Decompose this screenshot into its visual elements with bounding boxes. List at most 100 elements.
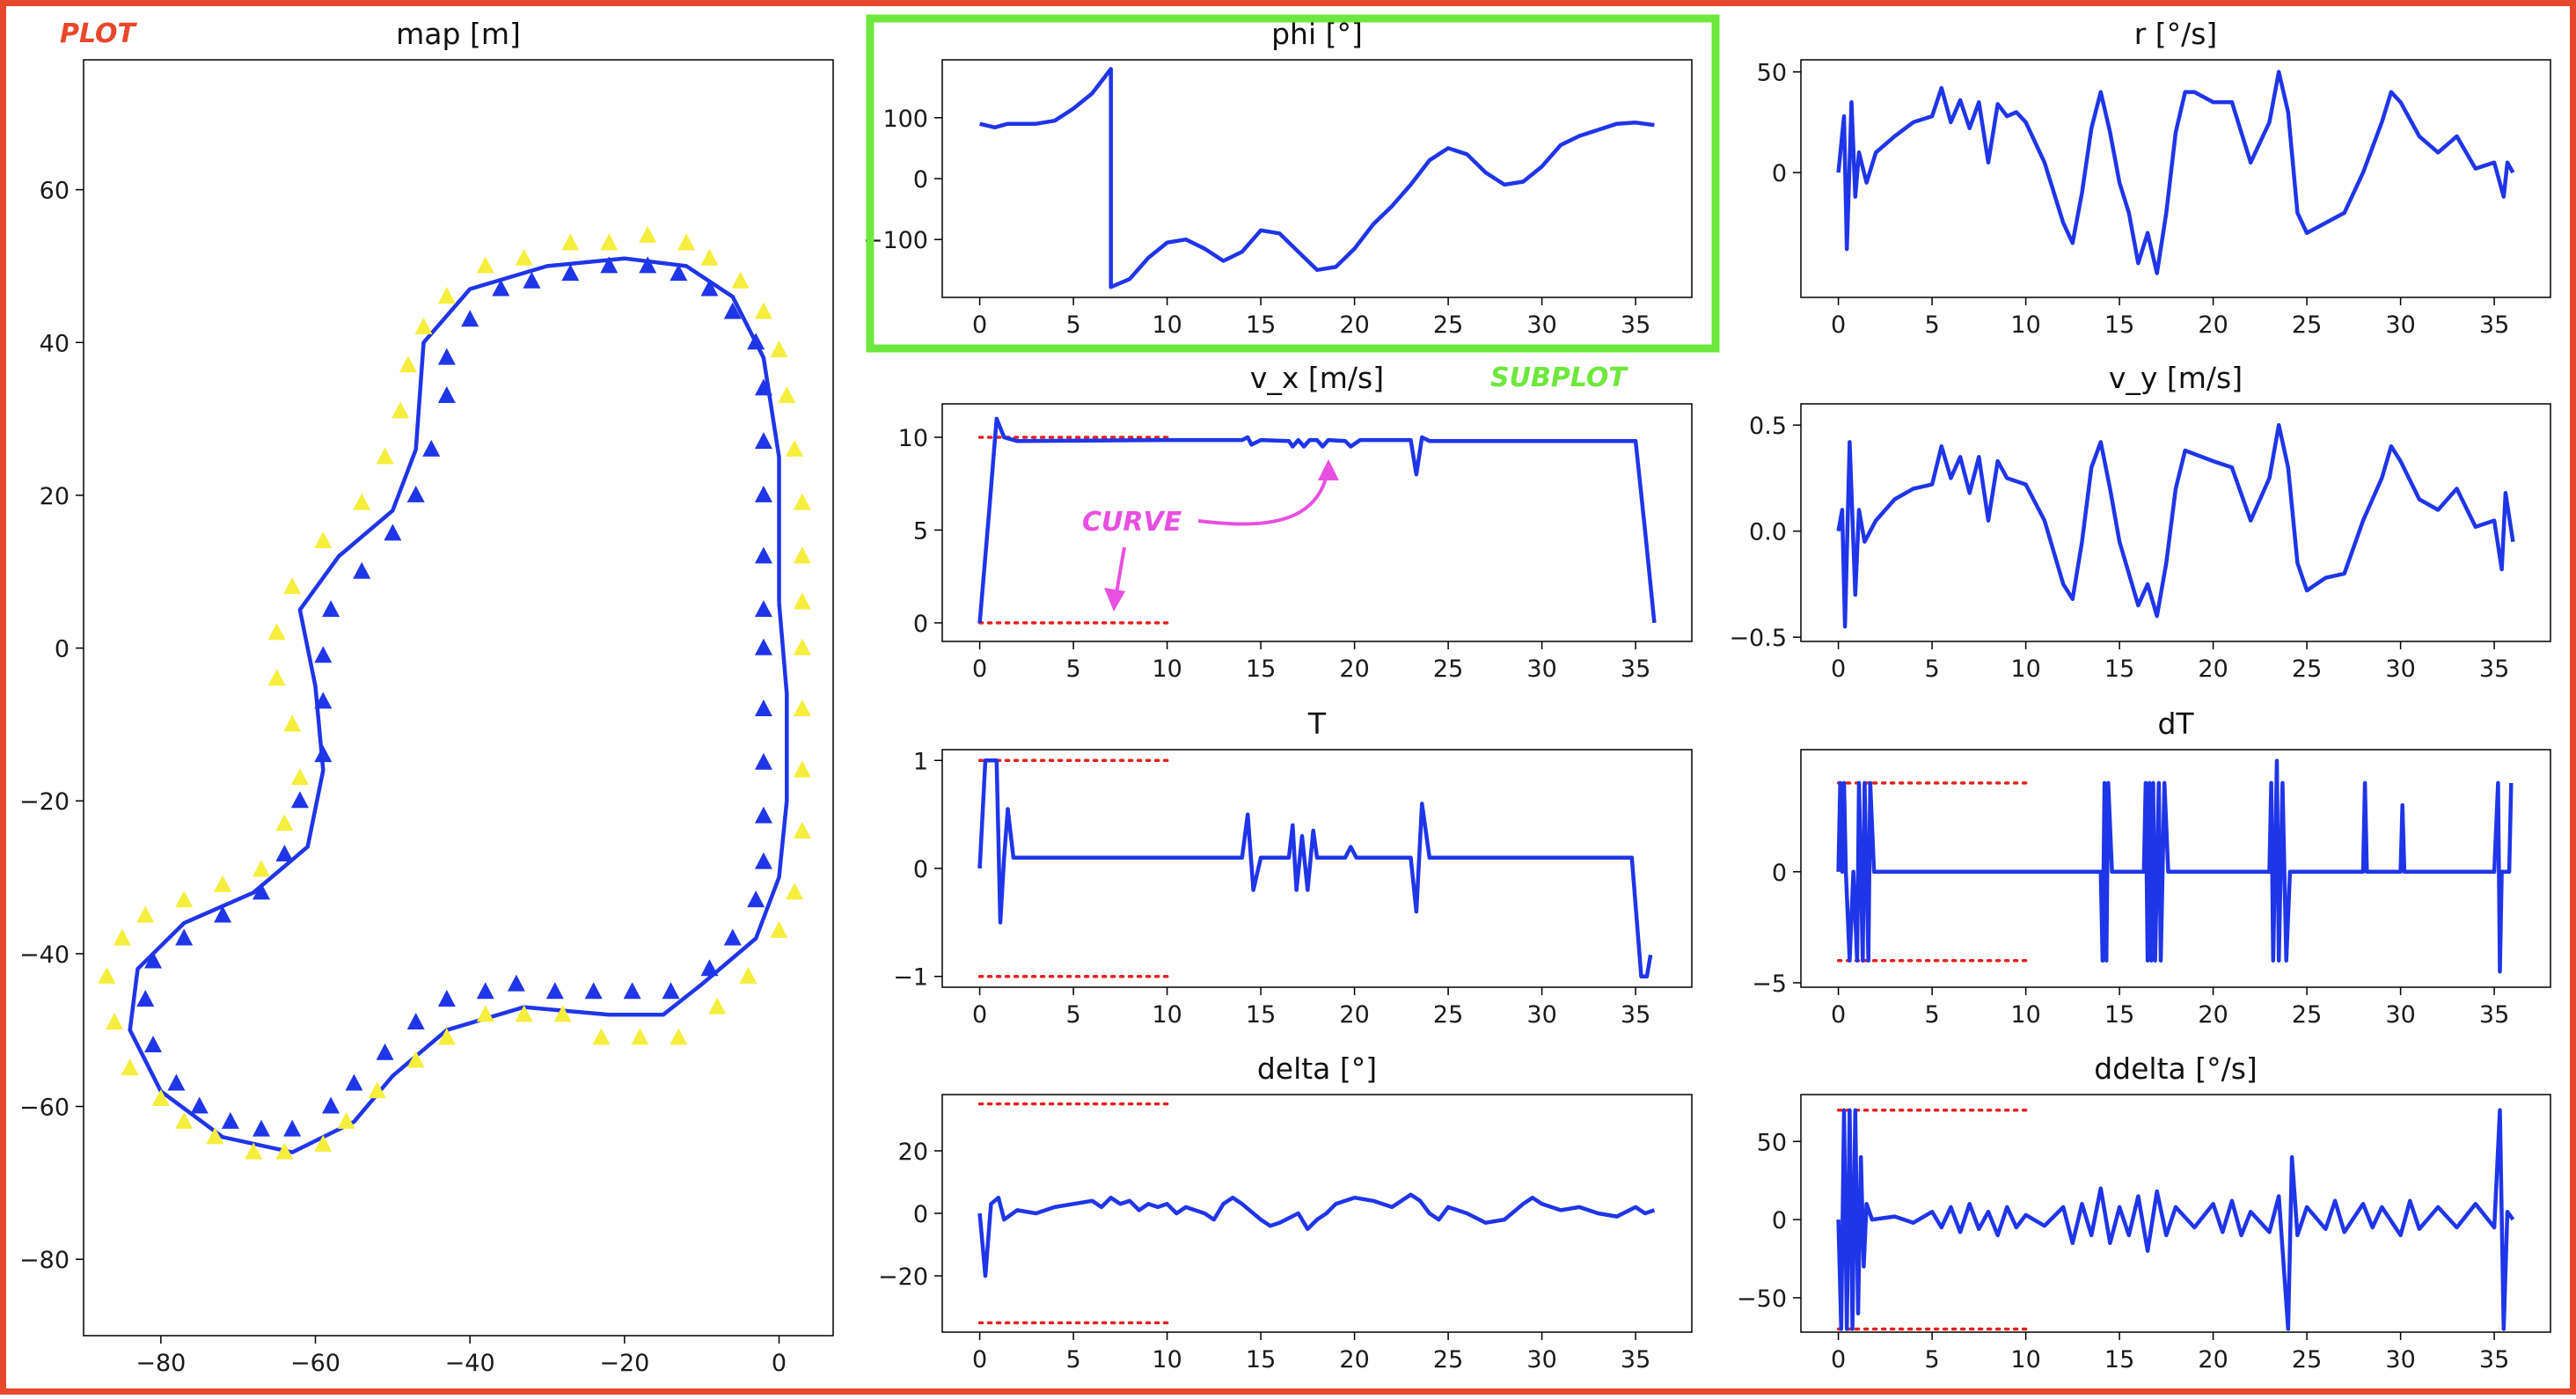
x-tick-label: 0 bbox=[972, 311, 987, 339]
blue-cone-marker bbox=[700, 959, 719, 977]
yellow-cone-marker bbox=[515, 1005, 533, 1022]
yellow-cone-marker bbox=[353, 493, 371, 510]
x-tick-label: 25 bbox=[2292, 311, 2322, 339]
x-tick-label: 30 bbox=[2385, 311, 2415, 339]
y-tick-label: −1 bbox=[893, 964, 928, 992]
blue-cone-marker bbox=[314, 692, 333, 709]
x-tick-label: 20 bbox=[1339, 311, 1369, 339]
yellow-cone-marker bbox=[121, 1058, 139, 1076]
axes-frame bbox=[941, 749, 1693, 988]
yellow-cone-marker bbox=[113, 928, 131, 946]
yellow-cone-marker bbox=[639, 225, 657, 243]
x-tick-label: 20 bbox=[2198, 311, 2228, 339]
x-tick-label: 0 bbox=[972, 1001, 987, 1029]
yellow-cone-marker bbox=[106, 1013, 124, 1030]
blue-cone-marker bbox=[136, 989, 155, 1007]
blue-cone-marker bbox=[376, 1043, 394, 1060]
trajectory-line bbox=[128, 256, 789, 1154]
blue-cone-marker bbox=[523, 271, 541, 289]
yellow-cone-marker bbox=[414, 317, 433, 334]
blue-cone-marker bbox=[639, 256, 657, 274]
x-tick-label: 30 bbox=[1526, 311, 1556, 339]
y-tick-label: 0 bbox=[913, 166, 928, 194]
blue-cone-marker bbox=[345, 1073, 363, 1091]
yellow-cone-marker bbox=[399, 355, 417, 373]
series-line bbox=[1836, 1108, 2515, 1331]
y-tick-label: 0 bbox=[55, 636, 70, 663]
blue-cone-marker bbox=[422, 439, 441, 457]
x-tick-label: 15 bbox=[1246, 656, 1276, 683]
curve-arrowhead-down bbox=[1104, 588, 1125, 612]
y-tick-label: 1 bbox=[913, 748, 928, 775]
plot-title: map [m] bbox=[396, 17, 521, 51]
x-tick-label: 15 bbox=[1246, 311, 1276, 339]
plot-title: v_y [m/s] bbox=[2109, 361, 2243, 395]
series-line bbox=[1836, 758, 2514, 974]
x-tick-label: 35 bbox=[2479, 1001, 2509, 1029]
x-tick-label: 20 bbox=[2198, 1001, 2228, 1029]
series-line bbox=[979, 67, 1655, 289]
subplot-annotation: SUBPLOT bbox=[1490, 363, 1628, 393]
yellow-cone-marker bbox=[275, 814, 294, 831]
yellow-cone-marker bbox=[175, 1111, 194, 1129]
yellow-cone-marker bbox=[708, 997, 727, 1014]
x-tick-label: 30 bbox=[1526, 1001, 1556, 1029]
blue-cone-marker bbox=[754, 546, 772, 564]
x-tick-label: 25 bbox=[2292, 656, 2322, 683]
yellow-cone-marker bbox=[793, 760, 811, 778]
yellow-cone-marker bbox=[770, 340, 788, 357]
x-tick-label: 30 bbox=[1526, 1346, 1556, 1373]
x-tick-label: 5 bbox=[1066, 1001, 1081, 1029]
x-tick-label: 15 bbox=[1246, 1001, 1276, 1029]
yellow-cone-marker bbox=[670, 1028, 688, 1045]
yellow-cone-marker bbox=[793, 546, 811, 564]
yellow-cone-marker bbox=[267, 669, 286, 686]
x-tick-label: 10 bbox=[2010, 656, 2040, 683]
x-tick-label: 0 bbox=[772, 1350, 787, 1377]
blue-cone-marker bbox=[747, 890, 765, 908]
subplot-highlight-box bbox=[866, 14, 1720, 353]
blue-cone-marker bbox=[406, 485, 425, 502]
y-tick-label: 20 bbox=[40, 483, 70, 510]
curve-arrow-right bbox=[1197, 465, 1330, 526]
yellow-cone-marker bbox=[515, 248, 533, 266]
axes-frame bbox=[941, 1094, 1693, 1333]
x-tick-label: 10 bbox=[1152, 1001, 1182, 1029]
x-tick-label: 35 bbox=[2479, 1346, 2509, 1373]
axes-frame bbox=[83, 59, 834, 1337]
blue-cone-marker bbox=[406, 1013, 425, 1030]
yellow-cone-marker bbox=[476, 256, 494, 274]
blue-cone-marker bbox=[492, 279, 510, 297]
yellow-cone-marker bbox=[793, 493, 811, 510]
yellow-cone-marker bbox=[770, 920, 788, 938]
plot-title: ddelta [°/s] bbox=[2094, 1051, 2258, 1086]
blue-cone-marker bbox=[754, 485, 772, 502]
x-tick-label: 0 bbox=[1831, 1001, 1846, 1029]
y-tick-label: 20 bbox=[898, 1139, 928, 1166]
x-tick-label: 0 bbox=[1831, 656, 1846, 683]
blue-cone-marker bbox=[214, 905, 232, 923]
subplot-ddelta: ddelta [°/s] 0 5 10 15 20 25 30 35 50 0 −50 bbox=[1737, 1051, 2551, 1373]
x-tick-label: 15 bbox=[1246, 1346, 1276, 1373]
blue-cone-marker bbox=[747, 333, 765, 350]
x-tick-label: 30 bbox=[1526, 656, 1556, 683]
axes-frame bbox=[941, 403, 1693, 642]
x-tick-label: 0 bbox=[972, 1346, 987, 1373]
blue-cone-marker bbox=[314, 745, 333, 763]
yellow-cone-marker bbox=[245, 1142, 263, 1160]
yellow-cone-marker bbox=[214, 875, 232, 892]
y-tick-label: 0.0 bbox=[1749, 519, 1787, 546]
axes-frame bbox=[1800, 1094, 2551, 1333]
yellow-cone-marker bbox=[376, 447, 394, 465]
series-line bbox=[1836, 422, 2515, 629]
blue-cone-marker bbox=[384, 524, 402, 541]
x-tick-label: 25 bbox=[1433, 311, 1463, 339]
yellow-cone-marker bbox=[283, 714, 302, 732]
x-tick-label: 5 bbox=[1925, 1346, 1940, 1373]
y-tick-label: −60 bbox=[19, 1095, 70, 1122]
y-tick-label: 0 bbox=[1772, 1207, 1787, 1234]
x-tick-label: 25 bbox=[1433, 1001, 1463, 1029]
blue-cone-marker bbox=[167, 1073, 186, 1091]
x-tick-label: 15 bbox=[2104, 1001, 2134, 1029]
